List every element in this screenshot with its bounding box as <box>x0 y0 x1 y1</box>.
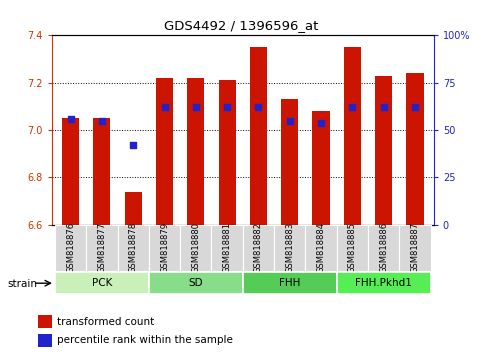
Bar <box>38 334 52 347</box>
Text: FHH: FHH <box>279 278 300 288</box>
Text: GSM818879: GSM818879 <box>160 222 169 273</box>
Bar <box>274 225 306 271</box>
Point <box>98 118 106 124</box>
Point <box>286 118 294 124</box>
Point <box>192 104 200 110</box>
Point <box>67 116 74 121</box>
Point <box>411 104 419 110</box>
Text: GSM818877: GSM818877 <box>98 222 106 273</box>
Bar <box>243 225 274 271</box>
Bar <box>62 118 79 225</box>
Text: PCK: PCK <box>92 278 112 288</box>
Bar <box>313 111 330 225</box>
Text: GSM818880: GSM818880 <box>191 222 200 273</box>
Text: strain: strain <box>7 279 37 289</box>
Bar <box>187 78 205 225</box>
Point <box>161 104 169 110</box>
Bar <box>86 225 117 271</box>
Text: GDS4492 / 1396596_at: GDS4492 / 1396596_at <box>164 19 319 33</box>
Point <box>380 104 387 110</box>
Bar <box>399 225 431 271</box>
Text: GSM818876: GSM818876 <box>66 222 75 273</box>
Bar <box>337 225 368 271</box>
Text: GSM818883: GSM818883 <box>285 222 294 273</box>
Bar <box>243 272 337 295</box>
Bar <box>55 225 86 271</box>
Bar <box>218 80 236 225</box>
Point <box>254 104 262 110</box>
Bar <box>368 225 399 271</box>
Text: GSM818882: GSM818882 <box>254 222 263 273</box>
Bar <box>281 99 298 225</box>
Bar <box>55 272 149 295</box>
Point <box>317 120 325 125</box>
Text: GSM818886: GSM818886 <box>379 222 388 273</box>
Bar <box>337 272 431 295</box>
Bar <box>250 47 267 225</box>
Bar <box>211 225 243 271</box>
Point <box>223 104 231 110</box>
Text: SD: SD <box>188 278 203 288</box>
Text: FHH.Pkhd1: FHH.Pkhd1 <box>355 278 412 288</box>
Bar <box>156 78 173 225</box>
Bar <box>375 76 392 225</box>
Text: percentile rank within the sample: percentile rank within the sample <box>57 335 233 346</box>
Text: GSM818881: GSM818881 <box>223 222 232 273</box>
Text: transformed count: transformed count <box>57 316 154 327</box>
Bar <box>117 225 149 271</box>
Point <box>129 142 137 148</box>
Text: GSM818878: GSM818878 <box>129 222 138 273</box>
Bar <box>38 315 52 328</box>
Bar <box>406 73 423 225</box>
Text: GSM818885: GSM818885 <box>348 222 357 273</box>
Bar <box>306 225 337 271</box>
Bar <box>149 272 243 295</box>
Bar <box>344 47 361 225</box>
Point <box>349 104 356 110</box>
Bar <box>149 225 180 271</box>
Text: GSM818884: GSM818884 <box>317 222 325 273</box>
Text: GSM818887: GSM818887 <box>411 222 420 273</box>
Bar <box>93 118 110 225</box>
Bar <box>125 192 142 225</box>
Bar <box>180 225 211 271</box>
